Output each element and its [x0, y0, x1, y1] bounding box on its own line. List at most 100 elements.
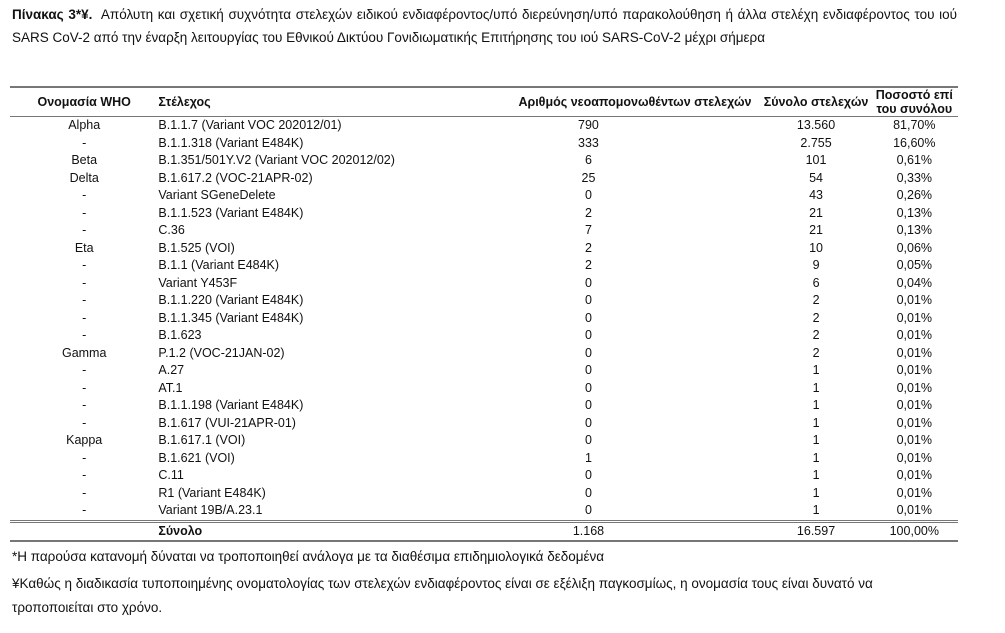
table-row: - B.1.1.198 (Variant E484K) 0 1 0,01% — [10, 397, 958, 415]
cell-who-name: - — [82, 258, 87, 272]
table-row: Kappa B.1.617.1 (VOI) 0 1 0,01% — [10, 432, 958, 450]
table-row: - Variant Y453F 0 6 0,04% — [10, 275, 958, 293]
cell-total-count: 2.755 — [800, 135, 832, 150]
cell-total-count: 1 — [812, 380, 820, 395]
table-row: Beta B.1.351/501Y.V2 (Variant VOC 202012/… — [10, 152, 958, 170]
cell-new-count: 0 — [584, 485, 592, 500]
cell-percent: 0,01% — [896, 468, 933, 482]
cell-strain: B.1.1.318 (Variant E484K) — [158, 135, 304, 150]
cell-percent: 0,13% — [896, 205, 933, 220]
cell-new-count: 0 — [584, 345, 592, 360]
cell-percent: 0,01% — [896, 363, 933, 377]
cell-new-count: 0 — [584, 503, 592, 517]
cell-percent: 0,01% — [896, 398, 933, 412]
cell-new-count: 0 — [584, 188, 592, 202]
footnote-1: *Η παρούσα κατανομή δύναται να τροποποιη… — [12, 549, 605, 564]
cell-strain: C.36 — [158, 223, 185, 237]
col-who: Ονομασία WHO — [37, 95, 131, 109]
cell-new-count: 0 — [584, 398, 592, 412]
cell-who-name: - — [82, 380, 87, 395]
cell-who-name: - — [82, 363, 87, 377]
cell-strain: B.1.1.198 (Variant E484K) — [158, 398, 304, 412]
col-percent: Ποσοστό επί του συνόλου — [875, 88, 953, 116]
table-row: - Variant SGeneDelete 0 43 0,26% — [10, 187, 958, 205]
cell-total-count: 9 — [812, 258, 820, 272]
cell-total-count: 2 — [812, 345, 820, 360]
cell-new-count: 2 — [584, 240, 592, 255]
cell-total-count: 2 — [812, 293, 820, 307]
cell-total-count: 54 — [809, 170, 823, 185]
cell-who-name: Gamma — [61, 345, 107, 360]
cell-who-name: - — [82, 223, 87, 237]
table-row: - B.1.1.345 (Variant E484K) 0 2 0,01% — [10, 310, 958, 328]
cell-who-name: Beta — [71, 153, 98, 167]
cell-strain: Variant Y453F — [158, 275, 238, 290]
table-row: - B.1.1.318 (Variant E484K) 333 2.755 16,60% — [10, 135, 958, 153]
cell-who-name: Eta — [74, 240, 94, 255]
cell-strain: B.1.623 — [158, 328, 202, 342]
cell-who-name: Kappa — [66, 433, 103, 447]
cell-total-count: 1 — [812, 468, 820, 482]
cell-new-count: 0 — [584, 380, 592, 395]
cell-who-name: - — [82, 415, 87, 430]
total-new-count: 1.168 — [572, 523, 605, 538]
cell-strain: B.1.617 (VUI-21APR-01) — [158, 415, 296, 430]
cell-who-name: - — [82, 503, 87, 517]
cell-percent: 0,01% — [896, 380, 933, 395]
cell-percent: 0,13% — [896, 223, 933, 237]
cell-strain: B.1.617.2 (VOC-21APR-02) — [158, 170, 313, 185]
cell-percent: 0,01% — [896, 310, 933, 325]
cell-new-count: 333 — [578, 135, 599, 150]
cell-strain: B.1.1.7 (Variant VOC 202012/01) — [158, 118, 342, 132]
cell-new-count: 0 — [584, 415, 592, 430]
cell-strain: Variant SGeneDelete — [158, 188, 276, 202]
cell-who-name: Delta — [69, 170, 99, 185]
table-row: Delta B.1.617.2 (VOC-21APR-02) 25 54 0,33% — [10, 170, 958, 188]
cell-new-count: 0 — [584, 275, 592, 290]
cell-total-count: 1 — [812, 433, 820, 447]
total-row: Σύνολο 1.168 16.597 100,00% — [10, 521, 958, 541]
cell-new-count: 0 — [584, 363, 592, 377]
cell-who-name: - — [82, 485, 87, 500]
cell-strain: B.1.617.1 (VOI) — [158, 433, 246, 447]
col-new: Αριθμός νεοαπομονωθέντων στελεχών — [518, 95, 752, 109]
cell-total-count: 43 — [809, 188, 823, 202]
caption-text: Απόλυτη και σχετική συχνότητα στελεχών ε… — [12, 7, 957, 45]
cell-strain: B.1.1 (Variant E484K) — [158, 258, 280, 272]
footnote-2: ¥Καθώς η διαδικασία τυποποιημένης ονοματ… — [12, 576, 873, 615]
cell-who-name: - — [82, 450, 87, 465]
table-row: - R1 (Variant E484K) 0 1 0,01% — [10, 485, 958, 503]
cell-percent: 0,01% — [896, 345, 933, 360]
header-row: Ονομασία WHO Στέλεχος Αριθμός νεοαπομονω… — [10, 87, 958, 117]
cell-percent: 0,01% — [896, 503, 933, 517]
cell-new-count: 0 — [584, 328, 592, 342]
cell-total-count: 2 — [812, 328, 820, 342]
cell-percent: 0,01% — [896, 328, 933, 342]
cell-total-count: 2 — [812, 310, 820, 325]
table-row: - B.1.1 (Variant E484K) 2 9 0,05% — [10, 257, 958, 275]
cell-strain: P.1.2 (VOC-21JAN-02) — [158, 345, 285, 360]
variants-table: Ονομασία WHO Στέλεχος Αριθμός νεοαπομονω… — [10, 86, 958, 542]
table-row: - B.1.617 (VUI-21APR-01) 0 1 0,01% — [10, 415, 958, 433]
cell-total-count: 13.560 — [796, 118, 836, 132]
cell-total-count: 21 — [809, 205, 823, 220]
cell-strain: B.1.1.523 (Variant E484K) — [158, 205, 304, 220]
cell-total-count: 1 — [812, 363, 820, 377]
cell-total-count: 1 — [812, 398, 820, 412]
table-row: - Variant 19B/A.23.1 0 1 0,01% — [10, 502, 958, 521]
cell-strain: B.1.351/501Y.V2 (Variant VOC 202012/02) — [158, 153, 395, 167]
total-who-name — [10, 521, 158, 541]
cell-strain: B.1.1.345 (Variant E484K) — [158, 310, 304, 325]
cell-percent: 0,01% — [896, 485, 933, 500]
table-row: - C.36 7 21 0,13% — [10, 222, 958, 240]
cell-who-name: - — [82, 398, 87, 412]
cell-percent: 0,04% — [896, 275, 933, 290]
cell-who-name: - — [82, 310, 87, 325]
cell-percent: 0,33% — [896, 170, 933, 185]
cell-strain: B.1.525 (VOI) — [158, 240, 235, 255]
cell-strain: R1 (Variant E484K) — [158, 485, 266, 500]
total-percent: 100,00% — [889, 523, 939, 538]
table-row: Alpha B.1.1.7 (Variant VOC 202012/01) 790 1… — [10, 117, 958, 135]
cell-total-count: 1 — [812, 485, 820, 500]
caption-label: Πίνακας 3*¥. — [12, 7, 93, 22]
